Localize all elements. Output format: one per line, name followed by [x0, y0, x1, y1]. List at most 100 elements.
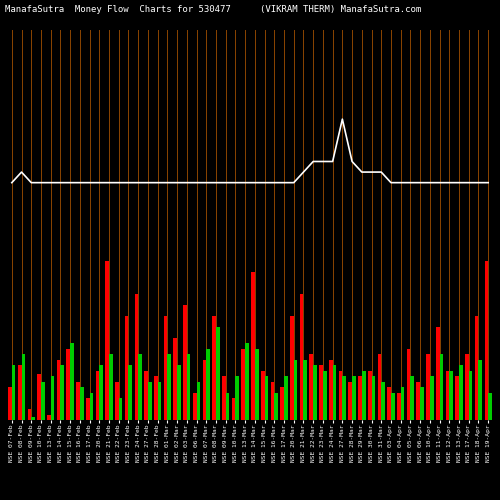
Bar — [294, 360, 298, 420]
Bar — [378, 354, 382, 420]
Bar — [196, 382, 200, 420]
Bar — [400, 387, 404, 420]
Bar — [329, 360, 332, 420]
Bar — [232, 398, 235, 420]
Bar — [206, 348, 210, 420]
Bar — [216, 327, 220, 420]
Bar — [381, 382, 385, 420]
Bar — [90, 392, 94, 420]
Bar — [274, 392, 278, 420]
Bar — [154, 376, 158, 420]
Bar — [465, 354, 469, 420]
Bar — [22, 354, 25, 420]
Bar — [164, 316, 168, 420]
Bar — [456, 376, 459, 420]
Bar — [338, 370, 342, 420]
Bar — [47, 414, 50, 420]
Bar — [323, 370, 326, 420]
Text: ManafaSutra  Money Flow  Charts for 530477: ManafaSutra Money Flow Charts for 530477 — [5, 5, 231, 14]
Bar — [446, 370, 450, 420]
Bar — [261, 370, 264, 420]
Bar — [251, 272, 255, 420]
Bar — [290, 316, 294, 420]
Bar — [76, 382, 80, 420]
Bar — [66, 348, 70, 420]
Bar — [264, 376, 268, 420]
Bar — [86, 398, 90, 420]
Bar — [212, 316, 216, 420]
Bar — [440, 354, 444, 420]
Bar — [245, 343, 249, 420]
Bar — [372, 376, 375, 420]
Bar — [50, 376, 54, 420]
Bar — [174, 338, 177, 420]
Bar — [319, 365, 323, 420]
Bar — [202, 360, 206, 420]
Bar — [313, 365, 317, 420]
Bar — [28, 409, 31, 420]
Bar — [193, 392, 196, 420]
Bar — [119, 398, 122, 420]
Bar — [410, 376, 414, 420]
Bar — [420, 387, 424, 420]
Bar — [187, 354, 190, 420]
Bar — [478, 360, 482, 420]
Bar — [80, 387, 84, 420]
Bar — [12, 365, 16, 420]
Bar — [332, 365, 336, 420]
Bar — [158, 382, 162, 420]
Bar — [106, 261, 109, 420]
Bar — [430, 376, 434, 420]
Bar — [31, 416, 35, 420]
Bar — [144, 370, 148, 420]
Bar — [300, 294, 304, 420]
Bar — [222, 376, 226, 420]
Bar — [391, 392, 394, 420]
Bar — [60, 365, 64, 420]
Bar — [148, 382, 152, 420]
Bar — [280, 387, 284, 420]
Bar — [242, 348, 245, 420]
Bar — [38, 374, 41, 420]
Bar — [475, 316, 478, 420]
Bar — [70, 343, 74, 420]
Bar — [397, 392, 400, 420]
Bar — [41, 382, 44, 420]
Bar — [368, 370, 372, 420]
Bar — [362, 370, 366, 420]
Bar — [468, 370, 472, 420]
Bar — [56, 360, 60, 420]
Bar — [342, 376, 346, 420]
Bar — [128, 365, 132, 420]
Bar — [18, 365, 22, 420]
Bar — [177, 365, 181, 420]
Bar — [284, 376, 288, 420]
Bar — [270, 382, 274, 420]
Bar — [168, 354, 171, 420]
Bar — [310, 354, 313, 420]
Bar — [183, 305, 187, 420]
Bar — [450, 370, 453, 420]
Bar — [115, 382, 119, 420]
Bar — [255, 348, 258, 420]
Bar — [388, 387, 391, 420]
Bar — [436, 327, 440, 420]
Bar — [109, 354, 112, 420]
Bar — [304, 360, 307, 420]
Bar — [352, 376, 356, 420]
Bar — [138, 354, 142, 420]
Text: (VIKRAM THERM) ManafaSutra.com: (VIKRAM THERM) ManafaSutra.com — [260, 5, 421, 14]
Bar — [488, 392, 492, 420]
Bar — [134, 294, 138, 420]
Bar — [348, 382, 352, 420]
Bar — [426, 354, 430, 420]
Bar — [358, 376, 362, 420]
Bar — [226, 392, 230, 420]
Bar — [484, 261, 488, 420]
Bar — [100, 365, 103, 420]
Bar — [8, 387, 12, 420]
Bar — [416, 382, 420, 420]
Bar — [236, 376, 239, 420]
Bar — [459, 365, 462, 420]
Bar — [96, 370, 100, 420]
